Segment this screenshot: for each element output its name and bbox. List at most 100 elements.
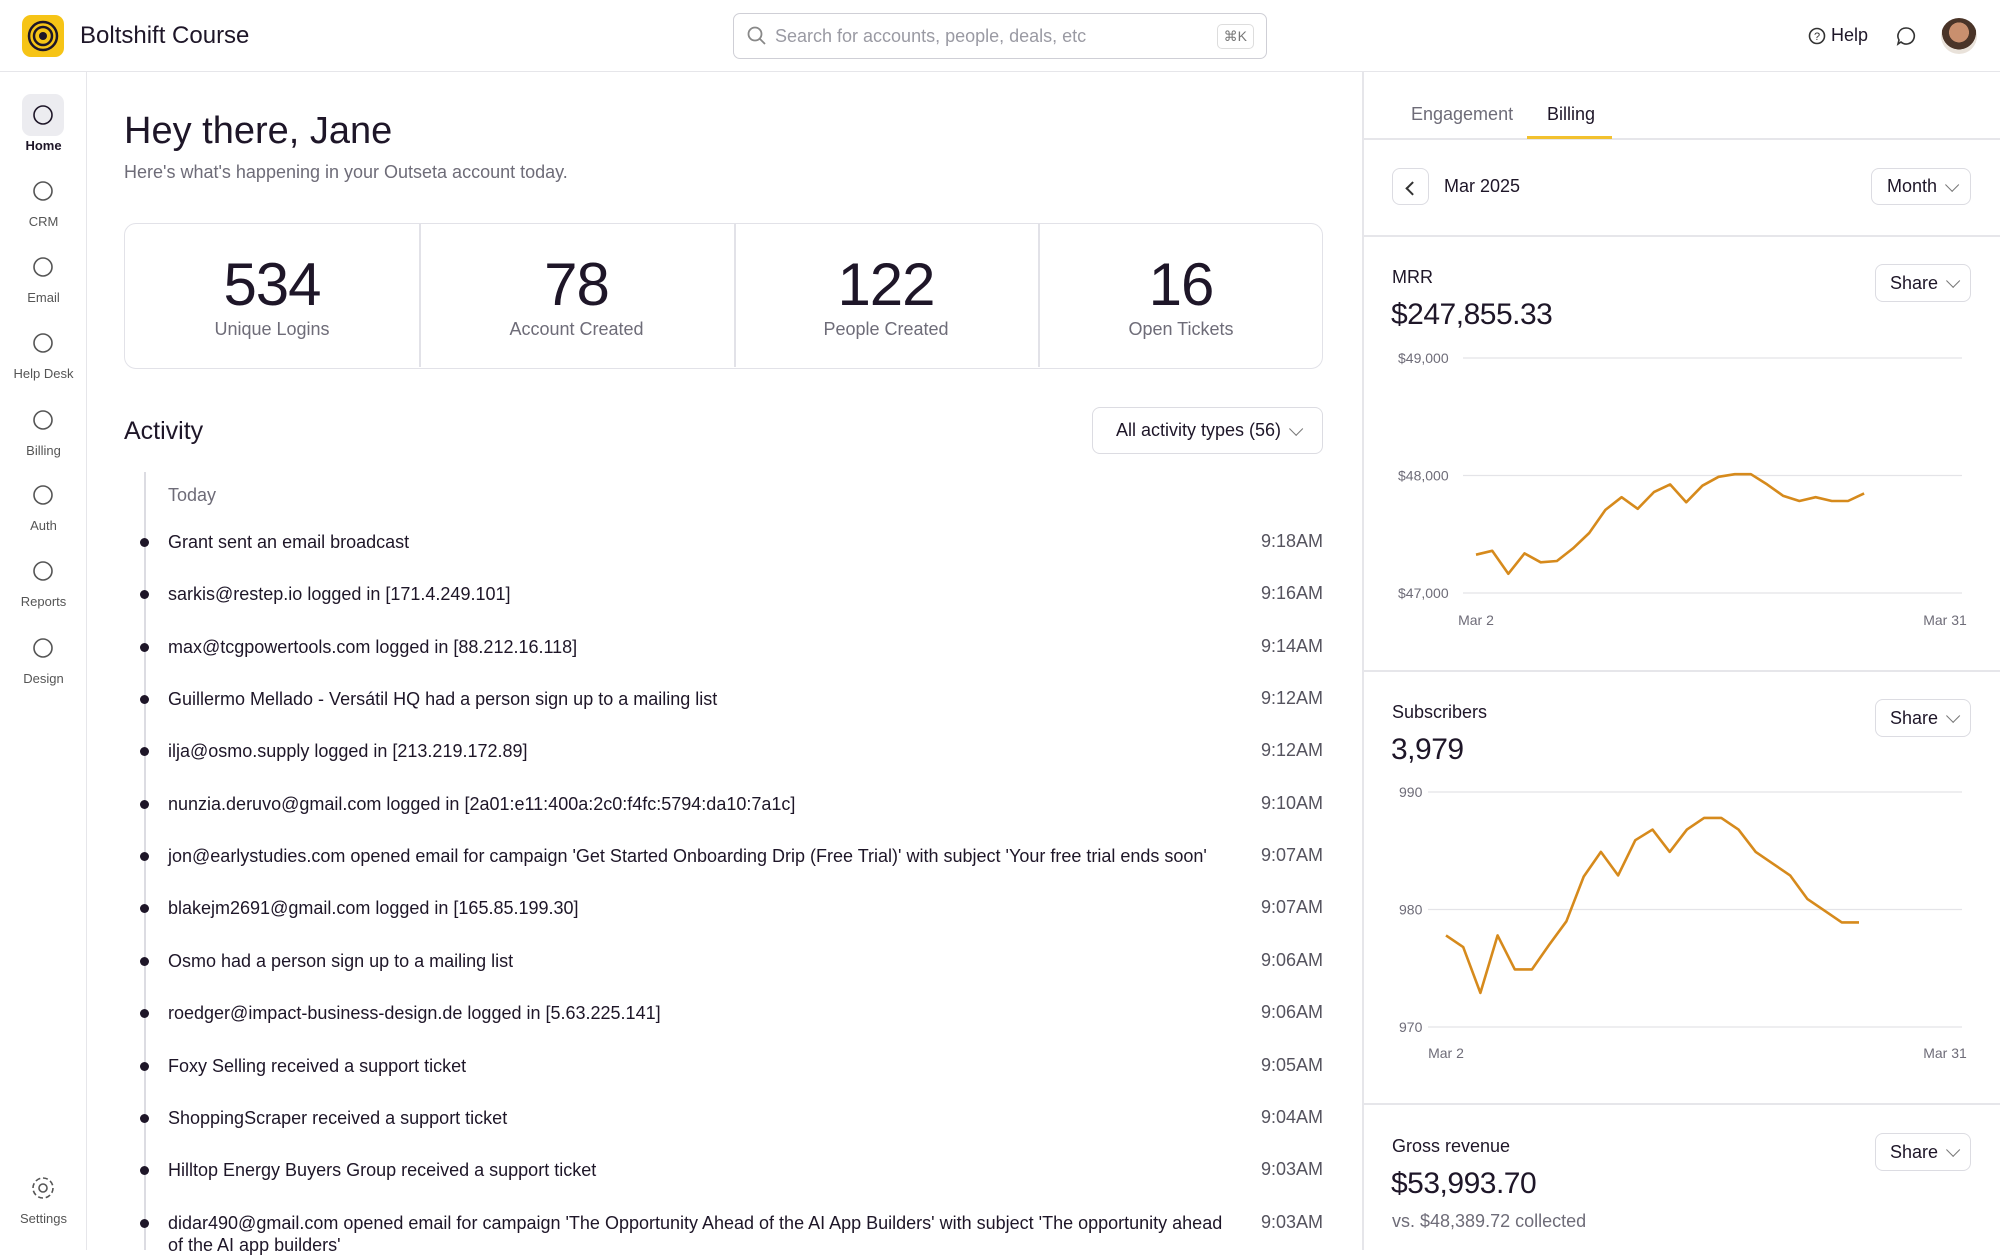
nav-label[interactable]: Help Desk xyxy=(13,366,74,381)
header xyxy=(0,0,2000,72)
activity-day: Today xyxy=(168,485,217,505)
tab[interactable]: Engagement xyxy=(1411,104,1514,124)
activity-filter-label: All activity types (56) xyxy=(1115,420,1282,440)
nav-active-bg xyxy=(22,94,64,136)
share-button[interactable]: Share xyxy=(1875,1133,1971,1171)
x-tick-label: Mar 2 xyxy=(1458,612,1494,628)
activity-bullet xyxy=(140,904,149,914)
activity-time: 9:14AM xyxy=(1260,635,1323,656)
avatar[interactable] xyxy=(1941,18,1977,54)
brand: Boltshift Course xyxy=(80,22,250,49)
logo-mark xyxy=(27,20,59,52)
share-button[interactable]: Share xyxy=(1875,699,1971,737)
nav-label[interactable]: Home xyxy=(25,138,62,153)
chat-icon[interactable] xyxy=(1895,25,1917,47)
activity-filter[interactable]: All activity types (56) xyxy=(1092,407,1323,454)
share-label[interactable]: Share xyxy=(1889,272,1939,293)
activity-time: 9:18AM xyxy=(1260,531,1323,551)
nav-icon-shape xyxy=(33,485,53,505)
activity-text: Osmo had a person sign up to a mailing l… xyxy=(168,950,514,971)
divider xyxy=(1362,670,2000,672)
activity-time: 9:06AM xyxy=(1260,1002,1323,1023)
tab-underline xyxy=(1527,136,1612,139)
x-tick-label: Mar 31 xyxy=(1923,1045,1967,1061)
share-chevron xyxy=(1946,273,1961,288)
nav-label[interactable]: Email xyxy=(27,290,60,305)
nav-icon[interactable] xyxy=(29,557,57,585)
nav-icon[interactable] xyxy=(29,329,57,357)
settings-icon[interactable] xyxy=(29,1174,57,1202)
share-chevron xyxy=(1946,708,1961,723)
activity-bullet xyxy=(140,1061,149,1071)
timeline-line xyxy=(144,472,146,1250)
nav-icon[interactable] xyxy=(29,253,57,281)
nav-label[interactable]: Billing xyxy=(26,443,61,458)
activity-bullet xyxy=(140,852,149,862)
activity-time: 9:16AM xyxy=(1260,583,1323,604)
divider xyxy=(1362,1103,2000,1105)
y-tick-label: $47,000 xyxy=(1398,585,1449,601)
right-panel xyxy=(1362,72,1364,1250)
x-tick-label: Mar 2 xyxy=(1428,1045,1464,1061)
divider xyxy=(1362,235,2000,237)
activity-time: 9:10AM xyxy=(1260,792,1323,813)
nav-label[interactable]: Reports xyxy=(20,594,67,609)
stat-label: Open Tickets xyxy=(1128,319,1234,339)
share-button[interactable]: Share xyxy=(1875,264,1971,302)
activity-time: 9:12AM xyxy=(1260,688,1323,709)
period-select-label: Month xyxy=(1886,176,1938,196)
nav-icon-shape xyxy=(33,638,53,658)
stat-label: People Created xyxy=(823,319,949,339)
tab-bar xyxy=(1362,138,2000,140)
activity-bullet xyxy=(140,1009,149,1019)
nav-icon-shape xyxy=(33,105,53,125)
help-link[interactable]: Help xyxy=(1831,25,1869,45)
activity-text: ShoppingScraper received a support ticke… xyxy=(168,1107,508,1128)
nav-icon[interactable] xyxy=(29,177,57,205)
nav-icon-shape xyxy=(33,257,53,277)
activity-time: 9:05AM xyxy=(1260,1054,1323,1075)
period-select[interactable]: Month xyxy=(1871,168,1971,205)
greeting-subtitle: Here's what's happening in your Outseta … xyxy=(124,162,568,182)
nav-label[interactable]: Design xyxy=(23,671,64,686)
activity-bullet xyxy=(140,1113,149,1123)
nav-icon[interactable] xyxy=(29,634,57,662)
activity-time: 9:04AM xyxy=(1260,1106,1323,1127)
stats-card: 534 Unique Logins 78 Account Created 122 Peop… xyxy=(124,223,1323,369)
logo[interactable] xyxy=(22,15,64,57)
tab-active[interactable]: Billing xyxy=(1547,104,1596,124)
svg-text:?: ? xyxy=(1814,31,1820,43)
activity-time: 9:07AM xyxy=(1260,845,1323,866)
line xyxy=(1445,816,1859,995)
share-label[interactable]: Share xyxy=(1889,707,1939,728)
activity-title: Activity xyxy=(124,417,204,445)
prev-period[interactable] xyxy=(1392,168,1429,205)
nav-icon[interactable] xyxy=(29,101,57,129)
nav-icon-shape xyxy=(33,333,53,353)
search-box[interactable]: Search for accounts, people, deals, etc … xyxy=(733,13,1267,59)
stat-divider xyxy=(419,224,421,367)
nav-icon-shape xyxy=(33,181,53,201)
y-tick-label: $48,000 xyxy=(1398,468,1449,484)
share-label[interactable]: Share xyxy=(1889,1141,1939,1162)
stat-value: 16 xyxy=(1148,251,1215,318)
activity-text: ilja@osmo.supply logged in [213.219.172.… xyxy=(168,741,528,762)
activity-time: 9:03AM xyxy=(1260,1159,1323,1180)
nav-label[interactable]: Auth xyxy=(30,518,57,533)
activity-bullet xyxy=(140,538,149,547)
activity-bullet xyxy=(140,695,149,705)
activity-bullet xyxy=(140,799,149,809)
activity-time: 9:12AM xyxy=(1260,740,1323,761)
activity-text: nunzia.deruvo@gmail.com logged in [2a01:… xyxy=(168,793,796,814)
nav-icon[interactable] xyxy=(29,406,57,434)
metric-value: $53,993.70 xyxy=(1391,1167,1537,1200)
nav-icon[interactable] xyxy=(29,481,57,509)
nav-label[interactable]: CRM xyxy=(28,214,59,229)
activity-text: Foxy Selling received a support ticket xyxy=(168,1055,467,1076)
nav-icon-shape xyxy=(33,561,53,581)
activity-bullet xyxy=(140,747,149,757)
search-icon xyxy=(747,26,766,45)
settings-label[interactable]: Settings xyxy=(20,1211,67,1226)
stat-value: 534 xyxy=(223,251,321,318)
